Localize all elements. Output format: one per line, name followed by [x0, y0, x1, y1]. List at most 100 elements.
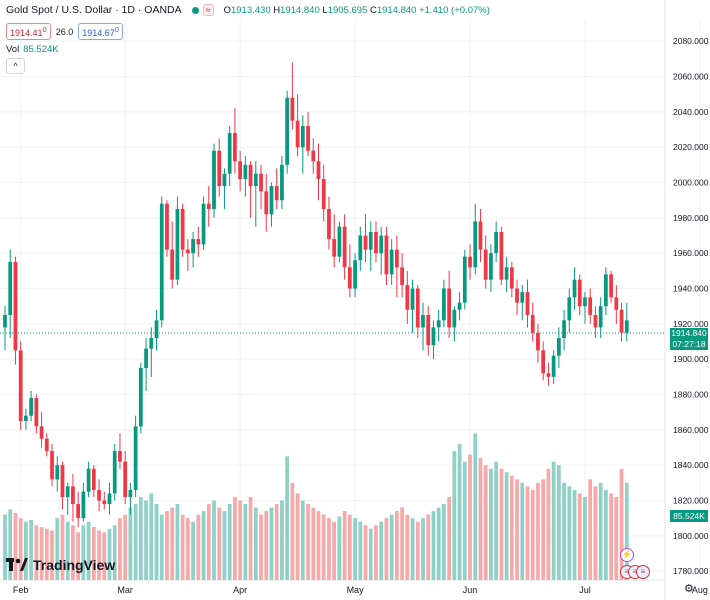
candle-body	[34, 398, 39, 427]
candle-body	[185, 249, 190, 254]
volume-bar	[107, 528, 112, 580]
candle-body	[165, 203, 169, 250]
volume-bar	[483, 465, 488, 580]
volume-bar	[133, 504, 138, 580]
candle-body	[206, 203, 211, 210]
volume-bar	[165, 511, 169, 580]
volume-bar	[593, 486, 598, 580]
time-tick-label: Apr	[233, 585, 247, 595]
volume-bar	[50, 530, 54, 580]
price-tick-label: 1800.000	[673, 531, 709, 541]
volume-label: Vol	[6, 44, 20, 55]
candle-body	[217, 150, 222, 187]
candle-body	[170, 249, 175, 280]
bar-countdown: 07:27:18	[672, 339, 706, 349]
volume-bar	[91, 527, 96, 580]
candle-body	[473, 221, 478, 268]
symbol-title[interactable]: Gold Spot / U.S. Dollar · 1D · OANDA	[6, 4, 182, 16]
volume-bar	[327, 518, 331, 580]
collapse-legend-button[interactable]: ^	[6, 58, 25, 74]
price-axis: 2080.000 2060.000 2040.000 2020.000 2000.000…	[673, 36, 709, 576]
lightning-event-icon[interactable]: ⚡	[620, 548, 634, 562]
candle-body	[619, 309, 624, 333]
candle-body	[442, 288, 446, 321]
candle-body	[541, 350, 546, 374]
candle-body	[332, 239, 337, 257]
volume-bar	[499, 468, 504, 580]
volume-bar	[65, 521, 70, 580]
candle-body	[583, 297, 587, 307]
volume-bar	[347, 514, 352, 580]
candle-body	[603, 274, 608, 307]
candle-body	[358, 235, 363, 261]
volume-bar	[102, 532, 107, 580]
volume-bar	[468, 454, 472, 580]
volume-legend[interactable]: Vol 85.524K	[6, 44, 59, 55]
compare-icon[interactable]: ≈	[202, 4, 214, 16]
candle-body	[24, 415, 28, 422]
candle-body	[159, 203, 164, 321]
volume-bar	[363, 525, 368, 580]
volume-bar	[530, 489, 535, 580]
ohlc-values: O1913.430 H1914.840 L1905.695 C1914.840 …	[223, 4, 490, 16]
volume-bar	[13, 512, 18, 580]
candle-body	[3, 315, 7, 328]
current-price-tag: 1914.840 07:27:18	[670, 328, 708, 350]
candle-body	[525, 292, 530, 316]
buy-button[interactable]: 1914.670	[78, 23, 123, 40]
volume-bar	[39, 527, 44, 580]
candle-body	[384, 235, 389, 275]
volume-bar	[76, 532, 81, 580]
volume-bar	[536, 482, 540, 580]
volume-bar	[426, 514, 431, 580]
price-tick-label: 1960.000	[673, 248, 709, 258]
candle-body	[394, 249, 399, 268]
candle-body	[243, 164, 248, 179]
volume-bar	[609, 493, 613, 580]
sell-button[interactable]: 1914.410	[6, 23, 51, 40]
volume-bar	[400, 507, 404, 580]
volume-bar	[196, 514, 201, 580]
settings-gear-icon[interactable]: ⚙	[684, 583, 694, 595]
candle-body	[76, 504, 81, 519]
current-price-value: 1914.840	[671, 328, 707, 338]
volume-bar	[154, 504, 159, 580]
legend-header: Gold Spot / U.S. Dollar · 1D · OANDA ≈ O…	[6, 4, 490, 16]
volume-bar	[29, 519, 34, 580]
candle-body	[97, 489, 101, 501]
volume-bar	[201, 511, 206, 580]
candle-body	[593, 315, 598, 328]
candle-body	[572, 279, 577, 298]
candle-body	[504, 267, 509, 280]
volume-bar	[285, 456, 290, 580]
candle-body	[107, 493, 112, 505]
us-flag-event-icon-3[interactable]: ≡	[636, 565, 650, 579]
volume-bar	[588, 479, 593, 580]
candle-body	[546, 373, 551, 377]
volume-bar	[473, 433, 478, 580]
candle-body	[353, 260, 357, 289]
volume-bar	[159, 514, 164, 580]
price-tick-label: 1840.000	[673, 460, 709, 470]
volume-bar	[280, 500, 284, 580]
chevron-up-icon: ^	[13, 61, 18, 71]
volume-bars	[3, 433, 629, 580]
candle-body	[577, 279, 582, 307]
volume-bar	[185, 518, 190, 580]
volume-bar	[191, 521, 195, 580]
candle-body	[144, 348, 148, 369]
candle-body	[468, 256, 472, 268]
volume-bar	[217, 507, 222, 580]
candle-body	[374, 231, 378, 254]
candle-body	[483, 249, 488, 280]
candle-body	[342, 226, 347, 268]
candle-body	[311, 150, 316, 162]
volume-bar	[206, 504, 211, 580]
candle-body	[452, 309, 457, 328]
volume-bar	[489, 468, 493, 580]
candle-body	[494, 231, 499, 254]
volume-bar	[556, 465, 561, 580]
volume-bar	[457, 443, 462, 580]
volume-bar	[24, 521, 28, 580]
